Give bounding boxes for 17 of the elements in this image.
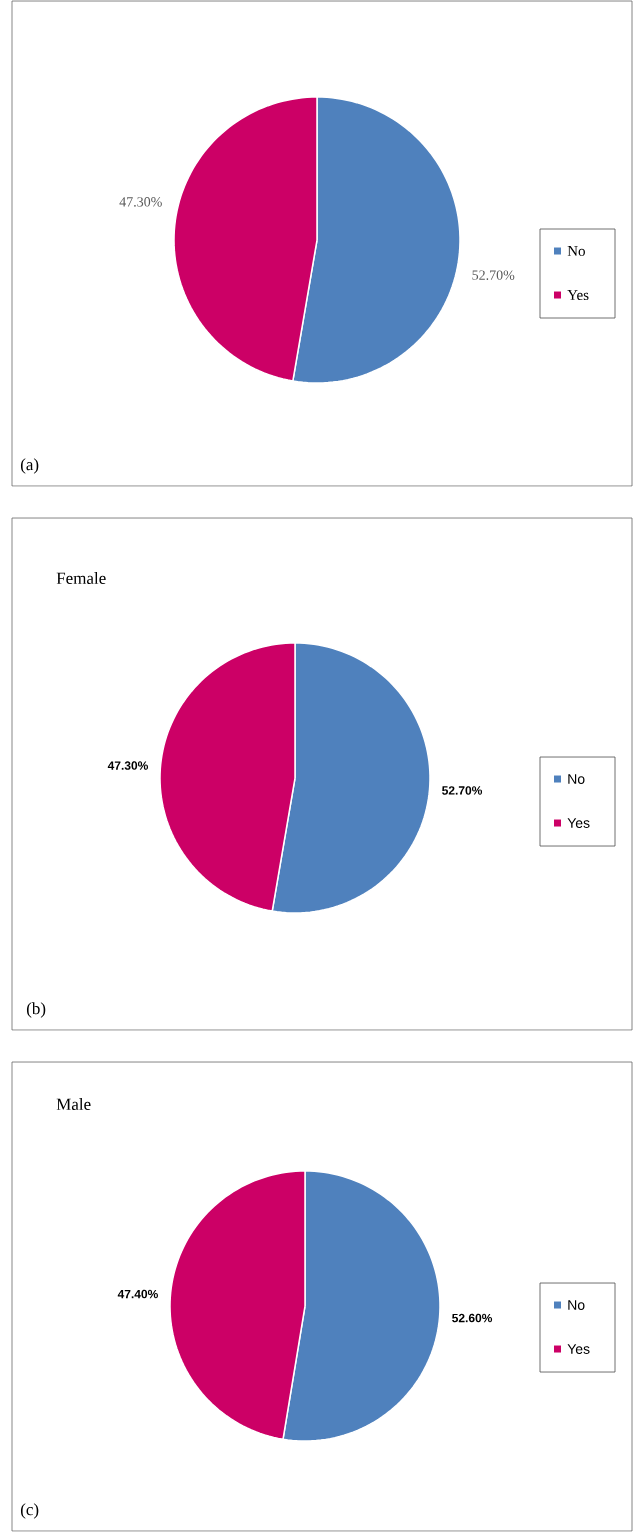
legend-label: No <box>567 246 585 256</box>
data-label: 52.60% <box>452 1313 493 1323</box>
data-label: 47.40% <box>117 1289 158 1299</box>
data-label: 47.30% <box>119 197 162 207</box>
legend-label: Yes <box>567 818 590 828</box>
data-label: 52.70% <box>472 270 515 280</box>
text: (a) <box>20 458 39 474</box>
data-label: 52.70% <box>442 786 483 795</box>
legend-label: No <box>568 1300 585 1310</box>
text: (b) <box>26 1002 46 1018</box>
legend-label: Yes <box>567 1344 590 1354</box>
text: (c) <box>20 1503 39 1519</box>
chart-title: Male <box>56 1098 91 1111</box>
chart-title: Female <box>56 572 106 585</box>
legend-label: No <box>568 774 585 784</box>
data-label: 47.30% <box>107 761 149 770</box>
legend-label: Yes <box>567 290 589 300</box>
